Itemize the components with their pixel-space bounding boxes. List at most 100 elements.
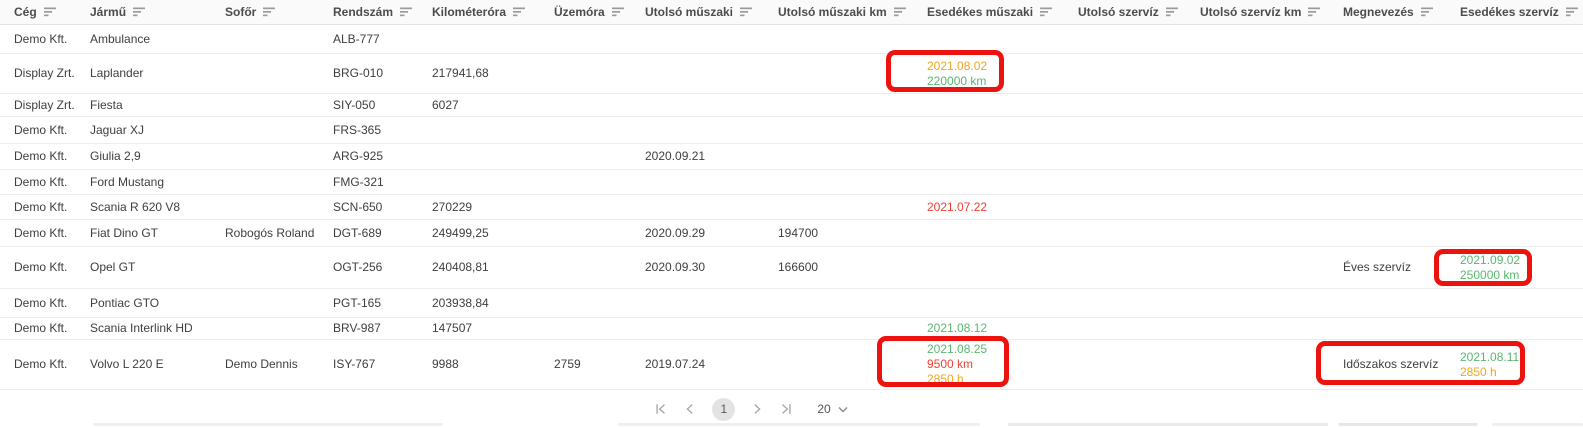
cell-esedekes_muszaki: 2021.08.02 220000 km [913, 59, 1064, 89]
last-page-button[interactable] [776, 399, 796, 419]
cell-kilometerora: 6027 [432, 97, 459, 112]
cell-rendszam: BRG-010 [333, 66, 384, 80]
bottom-edge-strip [93, 423, 443, 426]
cell-rendszam: OGT-256 [333, 260, 383, 274]
table-row[interactable]: Demo Kft. Volvo L 220 E Demo Dennis ISY-767… [0, 340, 1583, 390]
cell-ceg: Demo Kft. [14, 225, 68, 240]
cell-kilometerora: 249499,25 [432, 225, 489, 240]
column-header-utolso_szerviz[interactable]: Utolsó szervíz [1064, 5, 1186, 19]
current-page-button[interactable]: 1 [712, 397, 736, 421]
cell-line: 250000 km [1460, 267, 1520, 282]
cell-rendszam: SIY-050 [333, 97, 376, 112]
last-page-icon [782, 404, 791, 414]
column-header-megnevezes[interactable]: Megnevezés [1329, 5, 1446, 19]
cell-rendszam: SCN-650 [333, 199, 383, 214]
cell-line: 2021.08.25 [927, 342, 988, 356]
cell-ceg: Display Zrt. [14, 66, 75, 80]
table-body: Demo Kft. Ambulance ALB-777 Display Zrt. Lap… [0, 25, 1583, 390]
sort-filter-icon[interactable] [1565, 7, 1579, 17]
column-header-ceg[interactable]: Cég [0, 5, 76, 19]
cell-ceg: Demo Kft. [14, 357, 68, 371]
column-header-label: Kilométeróra [432, 5, 507, 19]
cell-megnevezes: Éves szervíz [1343, 260, 1412, 274]
sort-filter-icon[interactable] [1308, 7, 1321, 17]
table-row[interactable]: Demo Kft. Opel GT OGT-256 240408,81 2020.09.… [0, 247, 1583, 289]
cell-kilometerora: 240408,81 [432, 260, 489, 274]
cell-rendszam: FRS-365 [333, 122, 382, 137]
sort-filter-icon[interactable] [263, 7, 276, 17]
sort-filter-icon[interactable] [740, 7, 753, 17]
column-header-esedekes_szerviz[interactable]: Esedékes szervíz [1446, 5, 1583, 19]
next-page-button[interactable] [747, 399, 767, 419]
cell-jarmu: Jaguar XJ [90, 122, 145, 137]
bottom-edge-strip [618, 423, 980, 426]
cell-kilometerora: 9988 [432, 357, 459, 371]
cell-line: 2021.07.22 [927, 199, 988, 214]
sort-filter-icon[interactable] [1420, 7, 1434, 17]
cell-esedekes_muszaki: 2021.08.12 [913, 321, 1064, 336]
sort-filter-icon[interactable] [611, 7, 625, 17]
cell-rendszam: BRV-987 [333, 321, 381, 335]
table-row[interactable]: Demo Kft. Fiat Dino GT Robogós Roland DGT-6… [0, 220, 1583, 247]
table-row[interactable]: Demo Kft. Giulia 2,9 ARG-925 2020.09.21 [0, 144, 1583, 170]
cell-line: 2850 h [927, 372, 964, 386]
table-row[interactable]: Demo Kft. Scania Interlink HD BRV-987 14750… [0, 318, 1583, 340]
sort-filter-icon[interactable] [1040, 7, 1053, 17]
table-row[interactable]: Demo Kft. Scania R 620 V8 SCN-650 270229 202… [0, 195, 1583, 220]
column-header-uzemora[interactable]: Üzemóra [540, 5, 631, 19]
column-header-label: Esedékes szervíz [1460, 5, 1559, 19]
column-header-rendszam[interactable]: Rendszám [319, 5, 418, 19]
column-header-label: Utolsó szervíz km [1200, 5, 1302, 19]
column-header-utolso_muszaki[interactable]: Utolsó műszaki [631, 5, 764, 19]
column-header-utolso_muszaki_km[interactable]: Utolsó műszaki km [764, 5, 913, 19]
sort-filter-icon[interactable] [400, 7, 413, 17]
cell-line: 220000 km [927, 73, 987, 88]
cell-line: 2850 h [1460, 364, 1497, 379]
column-header-kilometerora[interactable]: Kilométeróra [418, 5, 540, 19]
table-row[interactable]: Demo Kft. Jaguar XJ FRS-365 [0, 117, 1583, 144]
first-page-icon [656, 404, 666, 414]
column-header-label: Üzemóra [554, 5, 605, 19]
cell-utolso_muszaki: 2020.09.29 [645, 225, 706, 240]
table-row[interactable]: Demo Kft. Ambulance ALB-777 [0, 25, 1583, 54]
table-row[interactable]: Demo Kft. Ford Mustang FMG-321 [0, 170, 1583, 195]
table-row[interactable]: Display Zrt. Laplander BRG-010 217941,68 202… [0, 54, 1583, 94]
page-size-select[interactable]: 20 [817, 402, 848, 416]
cell-kilometerora: 147507 [432, 321, 473, 335]
cell-ceg: Demo Kft. [14, 31, 68, 46]
cell-megnevezes: Időszakos szervíz [1343, 357, 1439, 371]
column-header-label: Jármű [90, 5, 127, 19]
column-header-sofor[interactable]: Sofőr [211, 5, 319, 19]
column-header-label: Utolsó műszaki [645, 5, 734, 19]
table-row[interactable]: Demo Kft. Pontiac GTO PGT-165 203938,84 [0, 289, 1583, 318]
cell-line: 2021.08.11 [1460, 349, 1520, 364]
cell-jarmu: Opel GT [90, 260, 136, 274]
column-header-label: Esedékes műszaki [927, 5, 1034, 19]
column-header-jarmu[interactable]: Jármű [76, 5, 211, 19]
cell-ceg: Demo Kft. [14, 321, 68, 335]
table-header-row: Cég Jármű Sofőr Rendszám Kilométeróra Üzemóra… [0, 0, 1583, 25]
first-page-button[interactable] [651, 399, 671, 419]
sort-filter-icon[interactable] [43, 7, 57, 17]
table-row[interactable]: Display Zrt. Fiesta SIY-050 6027 [0, 94, 1583, 117]
cell-esedekes_szerviz: 2021.09.02 250000 km [1446, 253, 1583, 283]
sort-filter-icon[interactable] [513, 7, 526, 17]
cell-ceg: Demo Kft. [14, 199, 68, 214]
cell-jarmu: Laplander [90, 66, 144, 80]
sort-filter-icon[interactable] [133, 7, 146, 17]
sort-filter-icon[interactable] [1165, 7, 1179, 17]
cell-line: 2021.09.02 [1460, 252, 1521, 267]
prev-page-button[interactable] [680, 399, 700, 419]
bottom-edge-strip [1338, 423, 1478, 426]
column-header-esedekes_muszaki[interactable]: Esedékes műszaki [913, 5, 1064, 19]
sort-filter-icon[interactable] [893, 7, 907, 17]
cell-jarmu: Volvo L 220 E [90, 357, 164, 371]
chevron-down-icon [838, 406, 848, 412]
column-header-utolso_szerviz_km[interactable]: Utolsó szervíz km [1186, 5, 1329, 19]
column-header-label: Rendszám [333, 5, 394, 19]
cell-jarmu: Scania R 620 V8 [90, 199, 181, 214]
cell-utolso_muszaki_km: 166600 [778, 260, 819, 274]
cell-jarmu: Giulia 2,9 [90, 149, 141, 163]
page-size-value: 20 [817, 402, 831, 416]
column-header-label: Sofőr [225, 5, 257, 19]
